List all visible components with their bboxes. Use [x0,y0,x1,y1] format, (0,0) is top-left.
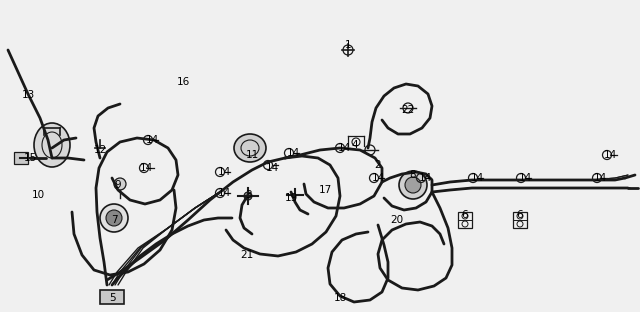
Circle shape [114,178,126,190]
Bar [458,212,472,228]
Text: 9: 9 [115,180,122,190]
Text: 6: 6 [516,210,524,220]
Text: 21: 21 [241,250,253,260]
Text: 14: 14 [470,173,484,183]
Text: 3: 3 [244,190,252,200]
Text: 14: 14 [604,150,616,160]
Circle shape [100,204,128,232]
Text: 8: 8 [410,170,416,180]
Text: 5: 5 [109,293,115,303]
Text: 12: 12 [93,145,107,155]
Text: 17: 17 [318,185,332,195]
Bar [14,152,28,164]
Text: 14: 14 [286,148,300,158]
Ellipse shape [234,134,266,162]
Bar [100,290,124,304]
Text: 14: 14 [593,173,607,183]
Text: 1: 1 [345,40,351,50]
Text: 14: 14 [266,163,278,173]
Text: 11: 11 [245,150,259,160]
Text: 4: 4 [352,140,358,150]
Text: 14: 14 [218,167,230,177]
Text: 19: 19 [284,193,298,203]
Text: 14: 14 [371,173,385,183]
Circle shape [399,171,427,199]
Text: 14: 14 [218,188,230,198]
Bar [513,212,527,228]
Text: 7: 7 [111,215,117,225]
Text: 14: 14 [419,173,431,183]
Text: 2: 2 [374,160,381,170]
Text: 10: 10 [31,190,45,200]
Text: 13: 13 [21,90,35,100]
Text: 18: 18 [333,293,347,303]
Text: 14: 14 [518,173,532,183]
Ellipse shape [34,123,70,167]
Circle shape [405,177,421,193]
Text: 15: 15 [24,153,36,163]
Text: 14: 14 [145,135,159,145]
Text: 14: 14 [140,163,152,173]
Text: 20: 20 [390,215,404,225]
Text: 16: 16 [177,77,189,87]
Text: 22: 22 [401,105,415,115]
Circle shape [106,210,122,226]
Text: 6: 6 [461,210,468,220]
Text: 14: 14 [337,143,351,153]
Circle shape [244,192,252,200]
